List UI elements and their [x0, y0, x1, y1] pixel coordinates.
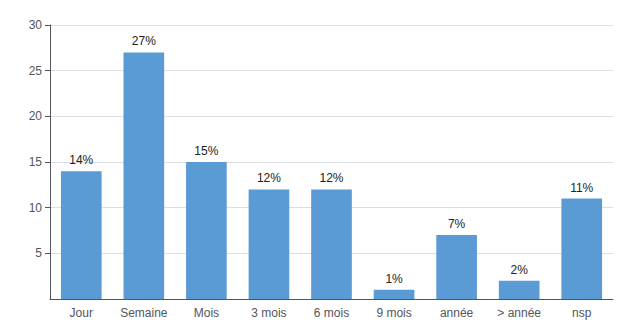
svg-text:30: 30: [29, 18, 43, 32]
svg-text:5: 5: [35, 246, 42, 260]
svg-text:25: 25: [29, 64, 43, 78]
svg-text:15: 15: [29, 155, 43, 169]
svg-text:Mois: Mois: [194, 306, 219, 320]
svg-text:11%: 11%: [570, 181, 593, 195]
svg-text:27%: 27%: [132, 34, 156, 48]
svg-text:12%: 12%: [319, 171, 343, 185]
svg-text:15%: 15%: [194, 144, 218, 158]
svg-text:année: année: [440, 306, 474, 320]
svg-text:9 mois: 9 mois: [376, 306, 411, 320]
svg-text:1%: 1%: [385, 272, 403, 286]
svg-text:Semaine: Semaine: [120, 306, 168, 320]
svg-text:3 mois: 3 mois: [251, 306, 286, 320]
svg-text:10: 10: [29, 201, 43, 215]
svg-text:nsp: nsp: [572, 306, 592, 320]
svg-text:14%: 14%: [69, 153, 93, 167]
svg-text:> année: > année: [497, 306, 541, 320]
svg-text:2%: 2%: [510, 263, 528, 277]
svg-text:20: 20: [29, 109, 43, 123]
svg-text:6 mois: 6 mois: [314, 306, 349, 320]
svg-text:12%: 12%: [257, 171, 281, 185]
svg-text:Jour: Jour: [70, 306, 93, 320]
svg-text:7%: 7%: [448, 217, 466, 231]
